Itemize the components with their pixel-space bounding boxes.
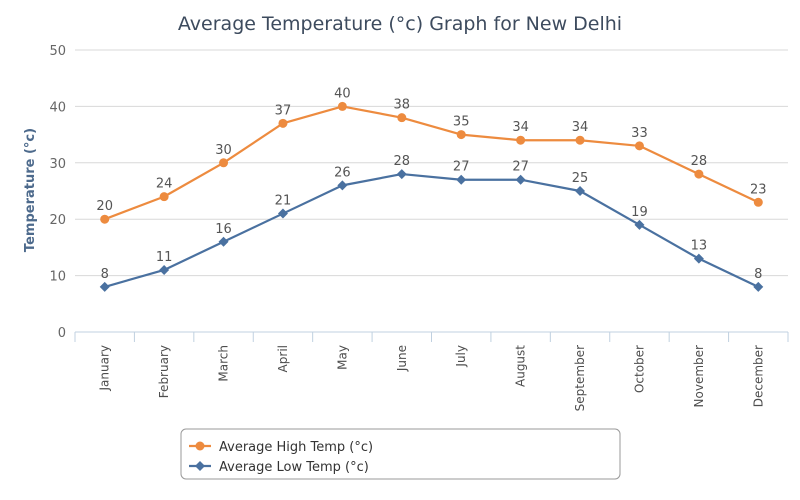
data-point[interactable] [694,169,704,179]
y-axis-ticks: 0 10 20 30 40 50 [49,44,66,341]
legend-item[interactable]: Average Low Temp (°c) [189,460,369,475]
series-low: 8 11 16 21 26 28 27 27 25 19 13 8 [99,154,764,292]
data-point[interactable] [277,208,288,219]
data-label: 11 [156,250,173,265]
x-tick-label: March [217,345,231,382]
data-label: 19 [631,205,648,220]
data-label: 26 [334,165,351,180]
data-label: 27 [512,160,529,175]
data-label: 21 [275,194,292,209]
data-label: 28 [394,154,411,169]
data-point[interactable] [456,174,467,185]
x-axis: January February March April May June July Augu… [74,331,789,411]
x-tick-label: August [514,345,528,387]
data-point[interactable] [278,118,288,128]
data-label: 25 [572,171,589,186]
series-line [104,172,759,288]
data-label: 20 [96,199,113,214]
chart-title: Average Temperature (°c) Graph for New D… [178,13,622,35]
gridlines [75,49,788,277]
data-label: 34 [512,120,529,135]
data-point[interactable] [396,169,407,180]
y-tick-label: 50 [49,44,66,59]
data-label: 8 [101,267,109,282]
data-label: 30 [215,143,232,158]
data-label: 8 [754,267,762,282]
x-tick-label: December [751,345,765,407]
data-point[interactable] [575,135,585,145]
x-tick-label: October [632,345,646,393]
legend[interactable]: Average High Temp (°c) Average Low Temp (… [180,428,621,480]
data-point[interactable] [337,180,348,191]
x-tick-label: July [454,345,468,368]
data-point[interactable] [575,186,586,196]
y-axis-label: Temperature (°c) [23,128,38,252]
series-line [104,105,759,221]
data-label: 34 [572,120,589,135]
data-point[interactable] [634,141,644,151]
data-point[interactable] [753,281,764,292]
data-point[interactable] [456,130,466,140]
data-label: 24 [156,177,173,192]
data-label: 33 [631,126,648,141]
x-tick-label: November [692,345,706,407]
data-label: 37 [275,103,292,118]
x-tick-label: January [98,345,112,392]
data-point[interactable] [99,281,110,292]
y-tick-label: 0 [58,326,66,341]
data-label: 27 [453,160,470,175]
legend-item[interactable]: Average High Temp (°c) [189,440,373,455]
data-label: 23 [750,182,767,197]
data-point[interactable] [100,214,110,224]
data-label: 38 [394,98,411,113]
data-point[interactable] [753,197,763,207]
legend-label: Average Low Temp (°c) [219,460,369,475]
data-point[interactable] [159,264,170,275]
legend-marker [195,441,205,451]
data-point[interactable] [219,158,229,168]
series-high: 20 24 30 37 40 38 35 34 34 33 28 23 [96,86,767,224]
data-point[interactable] [516,135,526,145]
y-tick-label: 10 [49,270,66,285]
data-label: 35 [453,115,470,130]
y-tick-label: 20 [49,213,66,228]
data-label: 28 [691,154,708,169]
data-point[interactable] [634,219,645,230]
data-point[interactable] [337,101,347,111]
data-label: 13 [691,239,708,254]
legend-label: Average High Temp (°c) [219,440,373,455]
data-label: 40 [334,86,351,101]
x-tick-label: February [157,345,171,398]
data-point[interactable] [218,236,229,247]
y-tick-label: 30 [49,157,66,172]
y-tick-label: 40 [49,100,66,115]
x-tick-label: June [395,345,409,372]
legend-box [180,428,621,480]
data-point[interactable] [693,253,704,264]
x-tick-label: April [276,345,290,372]
legend-marker [195,461,205,471]
data-point[interactable] [515,174,526,185]
x-tick-label: September [573,345,587,411]
data-label: 16 [215,222,232,237]
x-tick-label: May [335,345,349,370]
data-point[interactable] [397,113,407,123]
data-point[interactable] [159,192,169,202]
